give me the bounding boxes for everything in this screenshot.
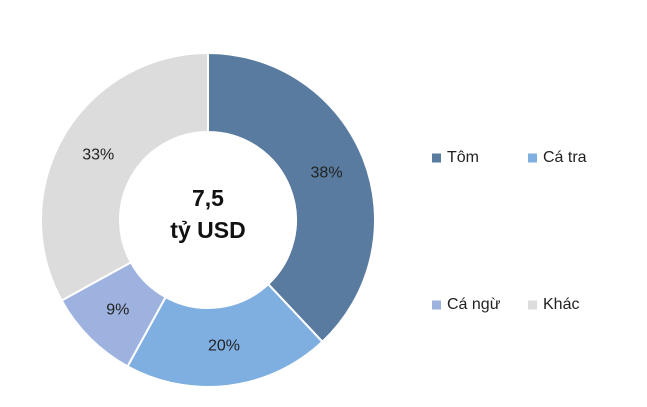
legend-swatch bbox=[432, 153, 441, 163]
legend-swatch bbox=[528, 153, 537, 163]
legend-label: Cá ngừ bbox=[447, 296, 501, 313]
data-label: 20% bbox=[208, 338, 240, 355]
donut-slice bbox=[126, 282, 324, 388]
legend-label: Khác bbox=[543, 296, 579, 313]
legend-label: Tôm bbox=[447, 149, 479, 166]
data-label: 38% bbox=[311, 164, 343, 181]
legend-label: Cá tra bbox=[543, 149, 587, 166]
legend-swatch bbox=[432, 300, 441, 310]
center-unit: tỷ USD bbox=[170, 217, 245, 243]
center-value: 7,5 bbox=[192, 185, 224, 211]
donut-slice bbox=[40, 51, 209, 302]
data-label: 33% bbox=[82, 146, 114, 163]
donut-slice bbox=[207, 51, 376, 344]
data-label: 9% bbox=[106, 301, 129, 318]
legend-swatch bbox=[528, 300, 537, 310]
